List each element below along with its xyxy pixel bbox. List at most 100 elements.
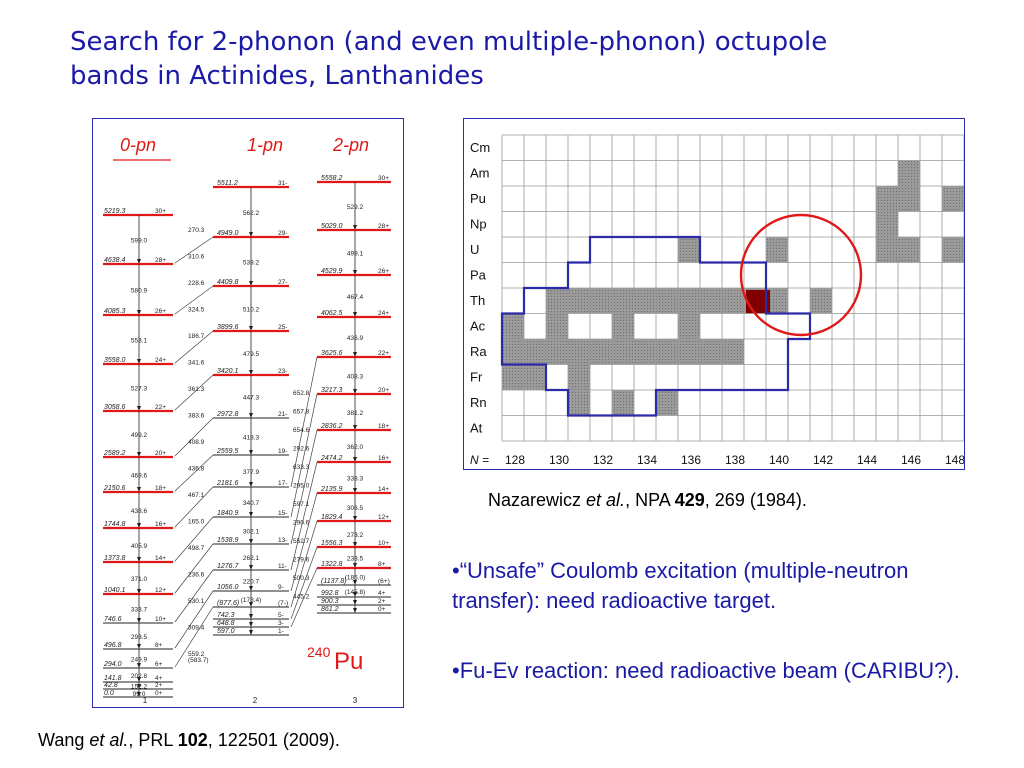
interband-arrow <box>174 285 214 315</box>
column-label-140: 140 <box>769 453 789 467</box>
band2-arrowhead <box>353 542 357 547</box>
column-label-148: 148 <box>945 453 964 467</box>
shaded-cell <box>700 288 722 314</box>
band0-level-spin: 30+ <box>155 208 166 215</box>
interband-arrow <box>290 393 318 518</box>
column-number: 2 <box>253 696 258 705</box>
shaded-cell <box>502 313 524 339</box>
band0-gamma-energy: 438.6 <box>131 508 148 515</box>
band0-level-energy: 4638.4 <box>104 257 126 264</box>
band2-level-spin: 18+ <box>378 423 389 430</box>
shaded-cell <box>546 339 568 365</box>
band0-level-energy: 5219.3 <box>104 208 126 215</box>
interband-gamma: (583.7) <box>188 657 209 664</box>
shaded-cell <box>876 237 898 263</box>
band1-arrowhead <box>249 413 253 418</box>
band1-arrowhead <box>249 326 253 331</box>
band2-arrowhead <box>353 270 357 275</box>
interband-gamma: 500.3 <box>293 575 310 582</box>
interband-arrow <box>290 356 318 488</box>
band2-arrowhead <box>353 592 357 597</box>
band2-level-energy: 1556.3 <box>321 540 343 547</box>
band1-arrowhead <box>249 602 253 607</box>
band2-level-energy: 2474.2 <box>320 455 343 462</box>
interband-arrow <box>174 454 214 492</box>
band2-level-spin: (6+) <box>378 578 390 585</box>
interband-gamma: 361.3 <box>188 386 205 393</box>
interband-arrow <box>174 236 214 264</box>
band1-level-energy: 4949.0 <box>217 230 239 237</box>
interband-arrow <box>174 569 214 623</box>
shaded-cell <box>612 390 634 416</box>
nucleus-symbol: Pu <box>334 648 363 675</box>
band2-level-energy: (1137.8) <box>321 578 347 585</box>
row-label-u: U <box>470 242 479 257</box>
band1-level-spin: 31- <box>278 180 287 187</box>
band0-level-spin: 6+ <box>155 661 163 668</box>
band0-level-energy: 141.8 <box>104 675 122 682</box>
shaded-cell <box>524 339 546 365</box>
column-label-142: 142 <box>813 453 833 467</box>
highlighted-cell <box>746 290 770 314</box>
row-label-cm: Cm <box>470 140 490 155</box>
band2-arrowhead <box>353 312 357 317</box>
interband-gamma: 292.6 <box>293 446 310 453</box>
band0-level-spin: 26+ <box>155 308 166 315</box>
band1-level-spin: 3- <box>278 620 284 627</box>
band1-level-spin: 27- <box>278 279 287 286</box>
shaded-cell <box>766 288 788 314</box>
band1-level-spin: 1- <box>278 628 284 635</box>
shaded-cell <box>656 390 678 416</box>
band1-level-spin: 21- <box>278 411 287 418</box>
band2-arrowhead <box>353 488 357 493</box>
interband-arrow <box>290 567 318 628</box>
interband-gamma: 408.9 <box>188 439 205 446</box>
band2-gamma-energy: (185.0) <box>345 575 366 582</box>
shaded-cell <box>700 339 722 365</box>
shaded-cell <box>678 288 700 314</box>
band0-arrowhead <box>137 359 141 364</box>
band0-arrowhead <box>137 663 141 668</box>
interband-gamma: 228.6 <box>188 280 205 287</box>
band2-level-spin: 8+ <box>378 561 386 568</box>
band2-gamma-energy: 499.1 <box>347 251 364 258</box>
band2-arrowhead <box>353 563 357 568</box>
band1-level-spin: 17- <box>278 480 287 487</box>
shaded-cell <box>942 186 964 212</box>
band0-gamma-energy: 152.2 <box>131 684 148 691</box>
interband-gamma: 467.1 <box>188 492 205 499</box>
column-label-144: 144 <box>857 453 877 467</box>
band0-level-energy: 0.0 <box>104 690 114 697</box>
band0-levels: 5219.3 30+ 599.0 4638.4 28+ 580.9 4085.3 26+ 553… <box>103 208 173 698</box>
shaded-cell <box>568 288 590 314</box>
band2-level-energy: 3625.6 <box>321 350 343 357</box>
band0-gamma-energy: 469.6 <box>131 473 148 480</box>
band0-gamma-energy: 99.0 <box>133 691 146 698</box>
band2-level-energy: 1829.4 <box>321 514 343 521</box>
interband-gamma: 652.8 <box>293 390 310 397</box>
band1-level-spin: 29- <box>278 230 287 237</box>
column-number: 1 <box>143 696 148 705</box>
band0-arrowhead <box>137 487 141 492</box>
band1-level-energy: 1538.9 <box>217 537 239 544</box>
interband-arrow <box>174 606 214 668</box>
shaded-cell <box>634 339 656 365</box>
band2-level-energy: 5029.0 <box>321 223 343 230</box>
band2-arrowhead <box>353 600 357 605</box>
band2-arrowhead <box>353 457 357 462</box>
band2-level-spin: 20+ <box>378 387 389 394</box>
band2-level-energy: 3217.3 <box>321 387 343 394</box>
band1-gamma-energy: 377.9 <box>243 469 260 476</box>
band1-gamma-energy: 262.1 <box>243 555 260 562</box>
interband-gamma: 279.6 <box>293 557 310 564</box>
column-label-128: 128 <box>505 453 525 467</box>
band2-gamma-energy: 436.9 <box>347 335 364 342</box>
band0-gamma-energy: 405.9 <box>131 543 148 550</box>
interband-gamma: 445.2 <box>293 594 310 601</box>
interband-gamma: 559.2 <box>188 651 205 658</box>
shaded-cell <box>678 313 700 339</box>
interband-gamma: 186.7 <box>188 333 205 340</box>
band0-level-energy: 3558.0 <box>104 357 126 364</box>
band0-gamma-energy: 202.8 <box>131 673 148 680</box>
band0-level-spin: 4+ <box>155 675 163 682</box>
